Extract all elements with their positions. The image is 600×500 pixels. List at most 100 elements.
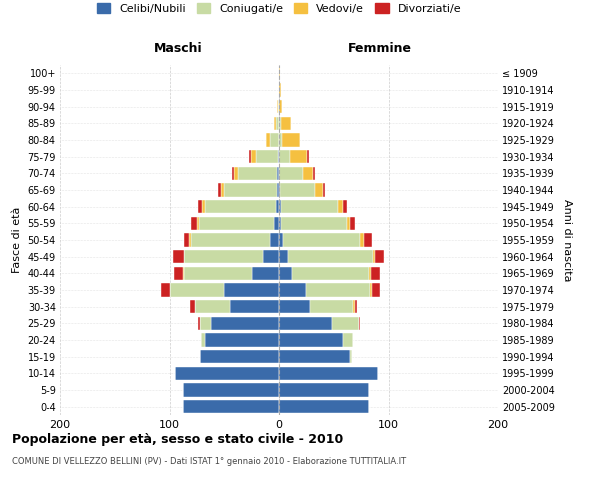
- Y-axis label: Fasce di età: Fasce di età: [12, 207, 22, 273]
- Bar: [198, 200, 202, 213]
- Bar: [279, 66, 280, 80]
- Bar: [161, 284, 170, 296]
- Bar: [189, 234, 191, 246]
- Bar: [279, 200, 281, 213]
- Bar: [184, 250, 263, 264]
- Bar: [282, 134, 300, 146]
- Bar: [191, 216, 197, 230]
- Bar: [270, 234, 279, 246]
- Bar: [332, 316, 359, 330]
- Bar: [232, 166, 234, 180]
- Bar: [370, 284, 372, 296]
- Bar: [205, 334, 279, 346]
- Bar: [279, 166, 303, 180]
- Bar: [279, 334, 343, 346]
- Bar: [279, 266, 292, 280]
- Bar: [251, 266, 279, 280]
- Bar: [182, 266, 184, 280]
- Bar: [200, 316, 211, 330]
- Bar: [218, 184, 221, 196]
- Bar: [279, 316, 332, 330]
- Bar: [279, 350, 350, 364]
- Bar: [274, 216, 279, 230]
- Bar: [276, 116, 279, 130]
- Bar: [276, 200, 279, 213]
- Bar: [201, 334, 205, 346]
- Bar: [369, 266, 371, 280]
- Bar: [202, 200, 205, 213]
- Bar: [279, 84, 281, 96]
- Bar: [343, 200, 347, 213]
- Bar: [353, 300, 355, 314]
- Bar: [292, 266, 369, 280]
- Bar: [307, 284, 370, 296]
- Bar: [277, 184, 279, 196]
- Bar: [371, 266, 380, 280]
- Y-axis label: Anni di nascita: Anni di nascita: [562, 198, 572, 281]
- Bar: [274, 116, 276, 130]
- Bar: [338, 200, 343, 213]
- Bar: [198, 316, 200, 330]
- Bar: [279, 366, 377, 380]
- Bar: [364, 234, 372, 246]
- Bar: [281, 200, 338, 213]
- Bar: [279, 384, 369, 396]
- Bar: [350, 350, 352, 364]
- Bar: [279, 150, 290, 164]
- Bar: [279, 216, 281, 230]
- Text: Femmine: Femmine: [348, 42, 412, 55]
- Bar: [288, 250, 373, 264]
- Bar: [279, 300, 310, 314]
- Bar: [279, 134, 282, 146]
- Bar: [315, 184, 323, 196]
- Bar: [190, 300, 194, 314]
- Bar: [343, 334, 353, 346]
- Text: Popolazione per età, sesso e stato civile - 2010: Popolazione per età, sesso e stato civil…: [12, 432, 343, 446]
- Bar: [263, 250, 279, 264]
- Bar: [372, 284, 380, 296]
- Bar: [360, 234, 364, 246]
- Bar: [182, 400, 279, 413]
- Bar: [323, 184, 325, 196]
- Bar: [279, 184, 280, 196]
- Text: COMUNE DI VELLEZZO BELLINI (PV) - Dati ISTAT 1° gennaio 2010 - Elaborazione TUTT: COMUNE DI VELLEZZO BELLINI (PV) - Dati I…: [12, 457, 406, 466]
- Bar: [281, 116, 291, 130]
- Bar: [234, 166, 238, 180]
- Bar: [359, 316, 360, 330]
- Bar: [281, 216, 347, 230]
- Bar: [280, 184, 315, 196]
- Bar: [279, 116, 281, 130]
- Bar: [224, 184, 277, 196]
- Bar: [279, 284, 307, 296]
- Bar: [266, 134, 270, 146]
- Bar: [199, 216, 274, 230]
- Bar: [173, 250, 184, 264]
- Bar: [174, 266, 182, 280]
- Bar: [303, 166, 313, 180]
- Bar: [283, 234, 360, 246]
- Bar: [205, 200, 276, 213]
- Bar: [250, 150, 251, 164]
- Bar: [270, 134, 279, 146]
- Bar: [184, 266, 251, 280]
- Bar: [279, 400, 369, 413]
- Bar: [224, 284, 279, 296]
- Bar: [197, 216, 199, 230]
- Legend: Celibi/Nubili, Coniugati/e, Vedovi/e, Divorziati/e: Celibi/Nubili, Coniugati/e, Vedovi/e, Di…: [92, 0, 466, 18]
- Bar: [230, 300, 279, 314]
- Text: Maschi: Maschi: [154, 42, 203, 55]
- Bar: [278, 100, 279, 114]
- Bar: [184, 234, 189, 246]
- Bar: [313, 166, 315, 180]
- Bar: [251, 150, 256, 164]
- Bar: [170, 284, 224, 296]
- Bar: [191, 234, 270, 246]
- Bar: [290, 150, 307, 164]
- Bar: [256, 150, 278, 164]
- Bar: [347, 216, 350, 230]
- Bar: [279, 234, 283, 246]
- Bar: [238, 166, 277, 180]
- Bar: [221, 184, 224, 196]
- Bar: [279, 100, 282, 114]
- Bar: [211, 316, 279, 330]
